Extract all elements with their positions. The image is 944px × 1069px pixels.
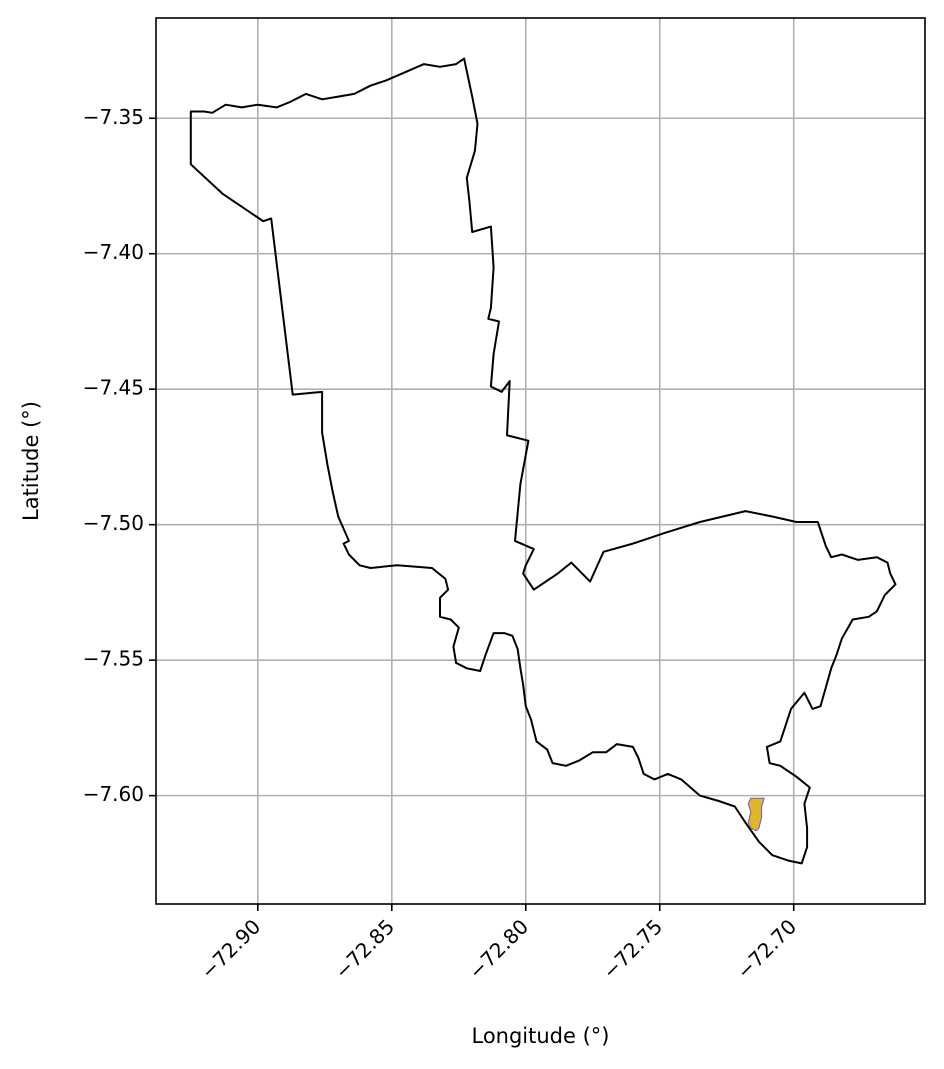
municipality-boundary — [189, 57, 897, 865]
y-tick-label: −7.45 — [83, 376, 144, 400]
y-tick-label: −7.60 — [83, 782, 144, 806]
highlighted-region — [747, 797, 765, 832]
y-axis-title: Latitude (°) — [19, 401, 43, 521]
y-tick-label: −7.55 — [83, 647, 144, 671]
boundary-layer — [189, 57, 897, 865]
y-tick-label: −7.40 — [83, 240, 144, 264]
plot-frame — [155, 17, 926, 905]
x-axis-title: Longitude (°) — [471, 1024, 609, 1048]
y-tick-label: −7.35 — [83, 105, 144, 129]
y-tick-label: −7.50 — [83, 511, 144, 535]
gridlines — [156, 18, 925, 904]
